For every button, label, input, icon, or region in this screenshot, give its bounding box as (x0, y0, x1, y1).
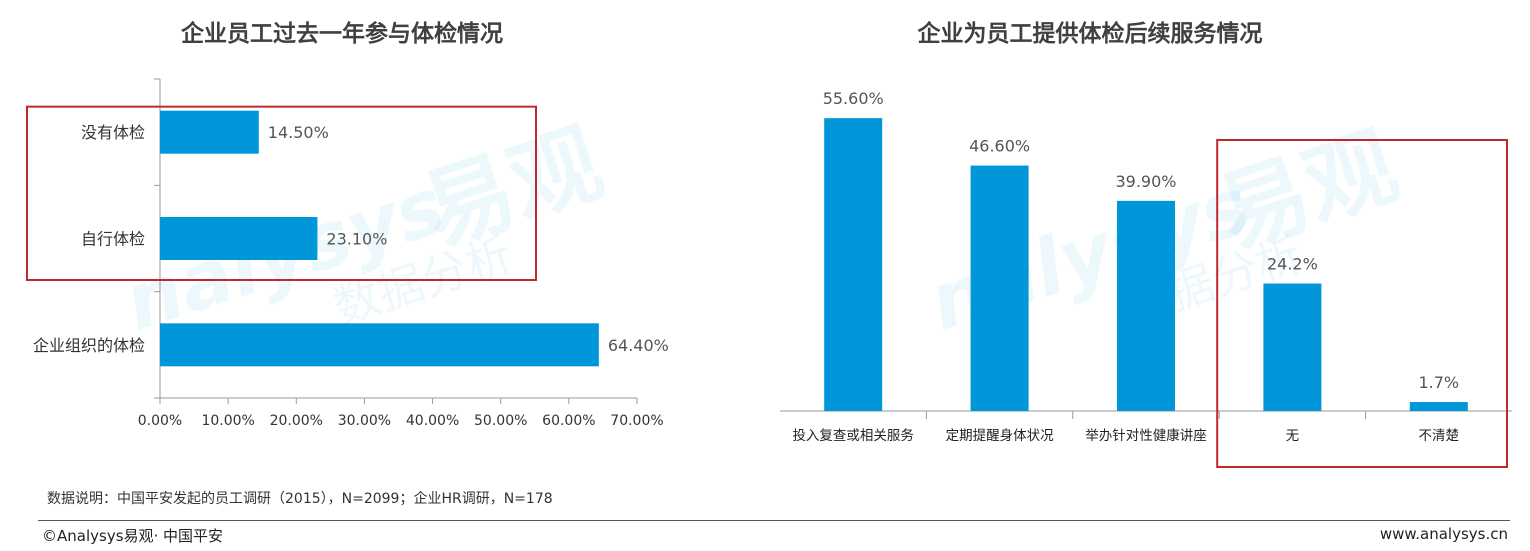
category-label: 自行体检 (81, 230, 145, 249)
bar (970, 165, 1029, 411)
data-label: 39.90% (1115, 172, 1176, 191)
bar (1117, 200, 1175, 411)
bar (1409, 402, 1468, 411)
data-label: 46.60% (969, 137, 1030, 156)
x-tick-label: 70.00% (610, 413, 663, 429)
category-label: 没有体检 (81, 123, 145, 142)
footer-divider (38, 520, 1510, 521)
highlight-box (26, 105, 537, 281)
data-label: 14.50% (268, 123, 329, 142)
highlight-box (1216, 139, 1508, 468)
left-bar-chart: 0.00% 10.00% 20.00% 30.00% 40.00% 50.00% 60.00… (26, 78, 669, 429)
category-label: 企业组织的体检 (33, 336, 145, 355)
data-label: 64.40% (608, 336, 669, 355)
x-tick-label: 30.00% (338, 413, 391, 429)
x-tick-label: 50.00% (474, 413, 527, 429)
bar (1263, 283, 1322, 411)
right-bar-chart: 55.60% 投入复查或相关服务 46.60% 定期提醒身体状况 39.90% 举办针对性… (780, 89, 1512, 468)
bar (824, 118, 883, 411)
left-chart-title: 企业员工过去一年参与体检情况 (181, 21, 503, 47)
data-label: 24.2% (1267, 255, 1318, 274)
data-note: 数据说明：中国平安发起的员工调研（2015），N=2099；企业HR调研，N=1… (47, 491, 553, 507)
category-label: 举办针对性健康讲座 (1085, 427, 1207, 444)
bar (160, 110, 259, 154)
footer-copyright: ©Analysys易观· 中国平安 (42, 527, 224, 545)
category-label: 定期提醒身体状况 (946, 428, 1054, 444)
x-tick-label: 60.00% (542, 413, 595, 429)
x-tick-label: 20.00% (270, 413, 323, 429)
x-tick-label: 40.00% (406, 413, 459, 429)
x-tick-label: 10.00% (201, 413, 254, 429)
data-label: 1.7% (1418, 373, 1459, 392)
bar (160, 323, 599, 367)
footer-website: www.analysys.cn (1379, 525, 1508, 543)
right-chart-title: 企业为员工提供体检后续服务情况 (917, 21, 1263, 47)
data-label: 23.10% (326, 230, 387, 249)
bar (160, 217, 318, 260)
category-label: 投入复查或相关服务 (792, 427, 914, 444)
x-tick-label: 0.00% (138, 413, 182, 429)
data-label: 55.60% (823, 89, 884, 108)
category-label: 不清楚 (1419, 428, 1460, 444)
category-label: 无 (1286, 428, 1300, 444)
